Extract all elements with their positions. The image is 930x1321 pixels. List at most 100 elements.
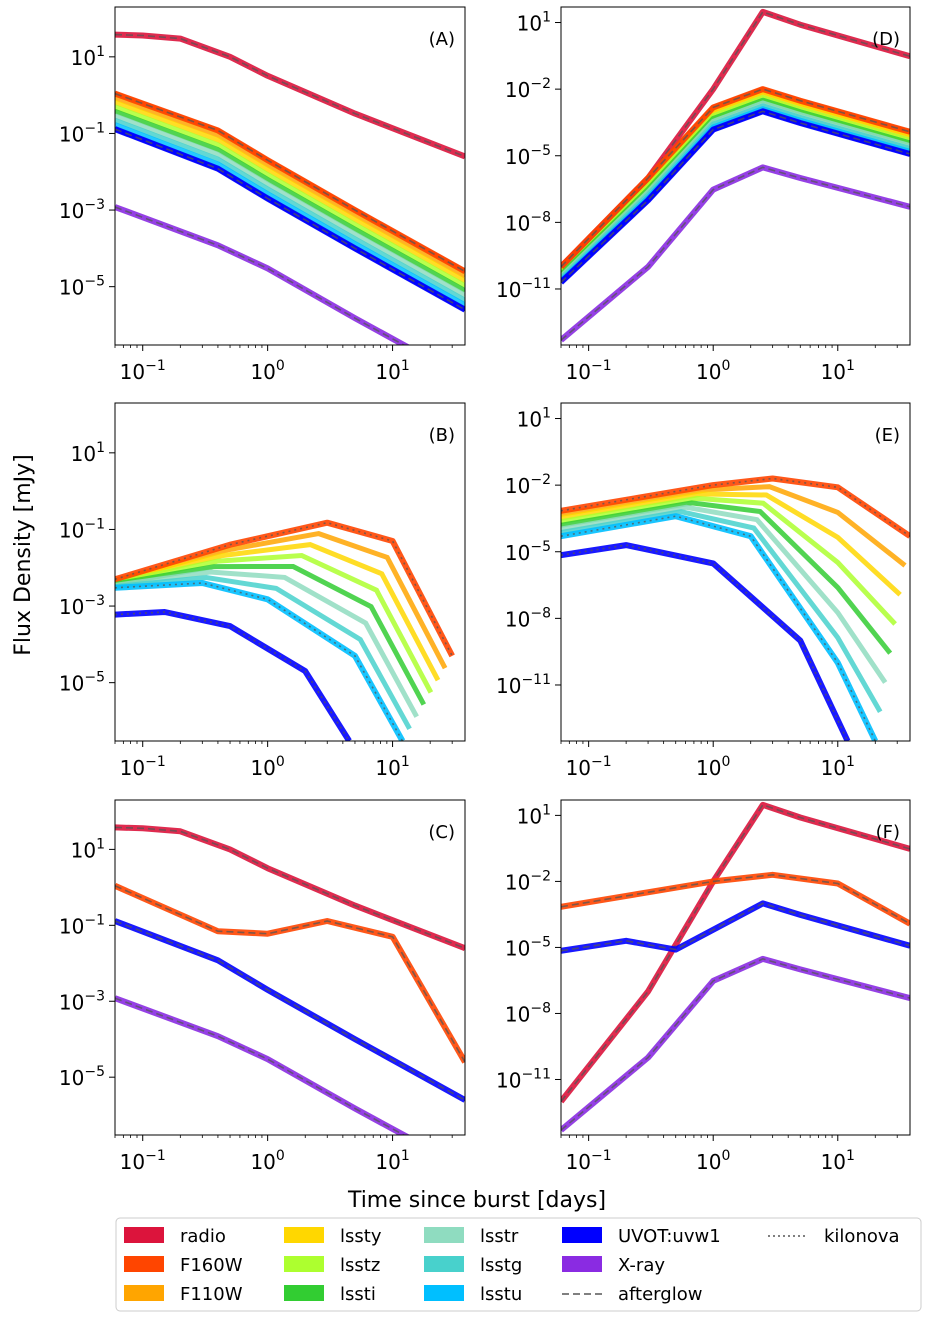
series-line-uvotuvw1-model — [561, 902, 910, 952]
series-line-lsstg — [561, 509, 883, 713]
plot-area — [115, 31, 465, 345]
legend-swatch — [124, 1256, 164, 1272]
series-line-uvotuvw1-model — [561, 544, 849, 741]
legend-swatch — [562, 1256, 602, 1272]
series-line-lsstr — [561, 504, 888, 684]
panel-e: 10−1 100 101 101 10−2 10−5 10−8 10−11 (E) — [496, 402, 911, 780]
plot-area — [561, 801, 910, 1133]
series-line-lsstu — [115, 580, 406, 741]
axes-frame — [560, 402, 911, 742]
legend-item-lsstz: lsstz — [284, 1255, 380, 1276]
series-line-f160w-model — [115, 885, 465, 1063]
series-line-xray — [115, 204, 411, 345]
y-tick-label: 10−3 — [59, 593, 105, 619]
series-line-lssti — [561, 500, 893, 655]
series-line-xray-model — [115, 997, 406, 1135]
x-tick-label: 100 — [696, 1148, 730, 1174]
y-tick-label: 10−2 — [505, 868, 551, 894]
legend-item-radio: radio — [124, 1226, 226, 1247]
x-tick-label: 10−1 — [120, 358, 166, 384]
series-line-xray-model — [561, 958, 910, 1131]
series-line-uvotuvw1-model — [561, 110, 910, 283]
legend-label: F110W — [180, 1284, 243, 1305]
legend-item-afterglow: afterglow — [562, 1284, 702, 1305]
legend-label: kilonova — [824, 1226, 900, 1247]
y-tick-label: 10−5 — [505, 934, 551, 960]
axes-frame — [114, 799, 466, 1136]
x-tick-label: 100 — [250, 754, 284, 780]
series-line-lsstu — [115, 122, 465, 308]
panel-f: 10−1 100 101 101 10−2 10−5 10−8 10−11 (F) — [496, 799, 911, 1174]
x-tick-label: 101 — [821, 754, 855, 780]
series-line-uvotuvw1 — [115, 609, 352, 741]
x-tick-label: 100 — [696, 754, 730, 780]
legend-label: lsstz — [340, 1255, 380, 1276]
series-line-lsstr — [561, 100, 910, 279]
y-tick-label: 10−1 — [59, 516, 105, 542]
legend-item-f160w: F160W — [124, 1255, 243, 1276]
y-tick-label: 10−5 — [59, 670, 105, 696]
legend-label: lsstr — [480, 1226, 519, 1247]
legend-item-f110w: F110W — [124, 1284, 243, 1305]
axes-frame — [560, 799, 911, 1136]
y-tick-label: 10−5 — [59, 1064, 105, 1090]
series-line-xray-model — [561, 166, 910, 341]
legend-swatch — [284, 1285, 324, 1301]
series-line-lssti — [115, 563, 427, 706]
series-line-lsstz — [115, 104, 465, 288]
series-line-f160w — [115, 883, 465, 1064]
legend-label: lsstu — [480, 1284, 522, 1305]
series-line-lsstr — [115, 569, 419, 718]
legend-label: lsstg — [480, 1255, 522, 1276]
series-line-f160w-model — [561, 88, 910, 268]
series-line-xray — [115, 995, 411, 1135]
series-line-f160w-model — [561, 477, 910, 537]
panel-label: (D) — [872, 29, 900, 50]
axes-frame — [114, 6, 466, 346]
panel-label: (A) — [429, 29, 455, 50]
y-tick-label: 10−1 — [59, 120, 105, 146]
legend-label: radio — [180, 1226, 226, 1247]
legend-swatch — [284, 1227, 324, 1243]
panel-label: (F) — [876, 822, 900, 843]
x-tick-label: 10−1 — [120, 1148, 166, 1174]
plot-area — [561, 8, 910, 343]
y-tick-label: 10−5 — [505, 539, 551, 565]
legend-swatch — [424, 1256, 464, 1272]
legend-item-lssti: lssti — [284, 1284, 376, 1305]
x-axis-label: Time since burst [days] — [347, 1188, 606, 1213]
series-line-radio-model — [115, 826, 465, 949]
y-tick-label: 101 — [517, 802, 551, 828]
series-line-lsstg — [115, 574, 412, 731]
panels-group: 10−1 100 101 101 10−1 10−3 10−5 (A) 10−1 100 101 10… — [59, 6, 911, 1174]
y-tick-label: 10−3 — [59, 197, 105, 223]
legend-swatch — [424, 1227, 464, 1243]
axes-frame — [114, 402, 466, 742]
x-tick-label: 100 — [250, 358, 284, 384]
legend-swatch — [424, 1285, 464, 1301]
y-tick-label: 101 — [517, 406, 551, 432]
series-line-lsstz — [115, 552, 434, 694]
y-tick-label: 10−5 — [59, 274, 105, 300]
legend-item-lsstr: lsstr — [424, 1226, 519, 1247]
legend-label: lssti — [340, 1284, 376, 1305]
panel-label: (B) — [429, 425, 455, 446]
y-tick-label: 10−11 — [496, 1066, 551, 1092]
y-tick-label: 101 — [71, 44, 105, 70]
y-tick-label: 10−3 — [59, 988, 105, 1014]
plot-area — [561, 475, 910, 741]
plot-area — [115, 824, 465, 1135]
series-line-lsstu — [561, 513, 879, 741]
legend-swatch — [562, 1227, 602, 1243]
series-line-f110w — [561, 484, 907, 568]
x-tick-label: 101 — [375, 358, 409, 384]
series-line-lssty — [115, 100, 465, 284]
series-line-f110w — [115, 531, 448, 670]
series-line-lssti — [115, 108, 465, 293]
legend-item-lsstg: lsstg — [424, 1255, 522, 1276]
legend-label: UVOT:uvw1 — [618, 1226, 721, 1247]
panel-label: (E) — [875, 425, 900, 446]
legend-item-lssty: lssty — [284, 1226, 382, 1247]
axes-frame — [560, 6, 911, 346]
